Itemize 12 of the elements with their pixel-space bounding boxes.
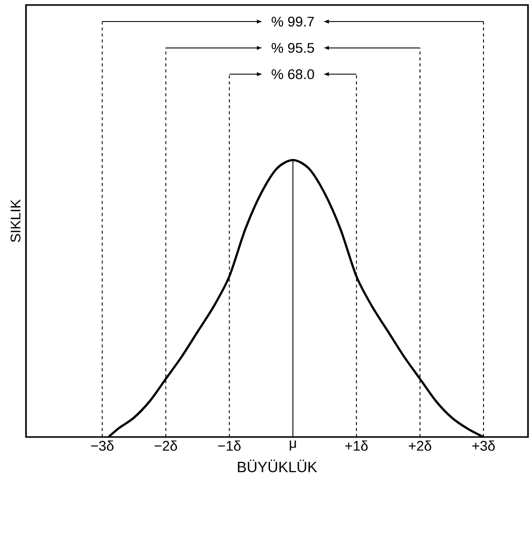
- x-tick-label: +1δ: [345, 440, 368, 451]
- x-tick-label: −2δ: [154, 440, 178, 451]
- text: % 68.0: [272, 69, 314, 80]
- x-axis-title: BÜYÜKLÜK: [238, 460, 318, 472]
- x-tick-label: +3δ: [472, 440, 495, 451]
- text: % 99.7: [272, 16, 314, 27]
- x-tick-label: −3δ: [91, 440, 114, 451]
- x-tick-label: +2δ: [408, 440, 432, 451]
- x-tick-label: μ: [290, 440, 296, 451]
- y-axis-title: SIKLIK: [10, 199, 20, 242]
- text: % 95.5: [272, 42, 314, 53]
- x-tick-label: −1δ: [218, 440, 241, 451]
